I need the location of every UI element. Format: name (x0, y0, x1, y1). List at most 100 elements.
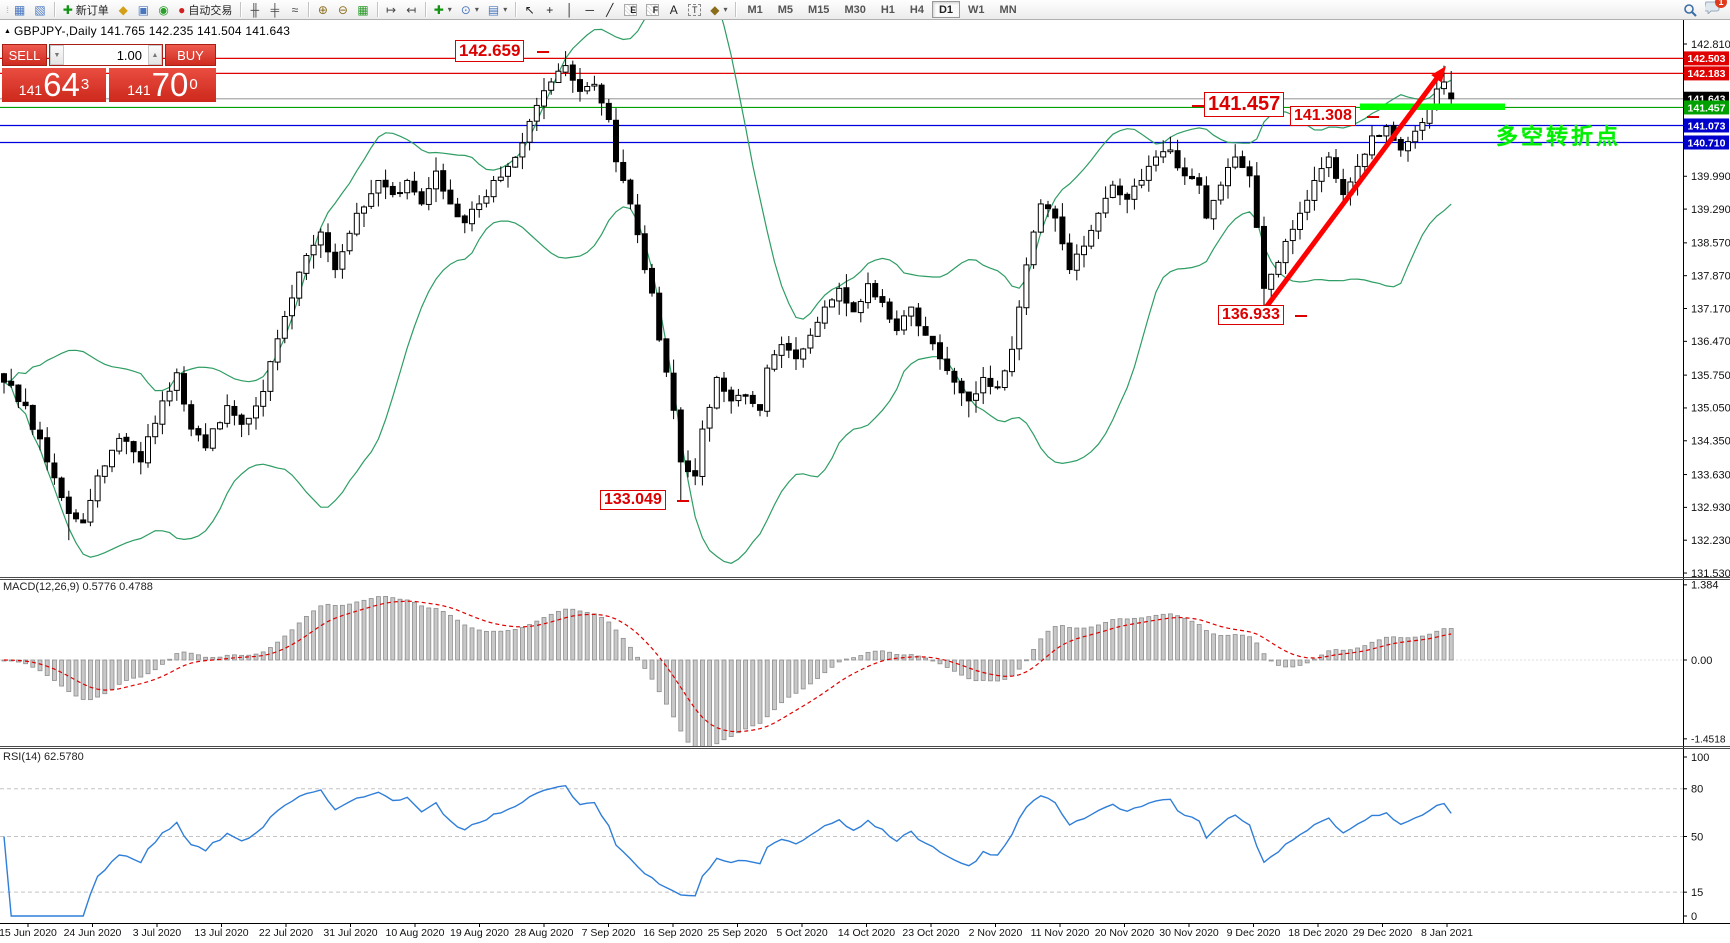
timeframe-h1-button[interactable]: H1 (880, 3, 895, 16)
svg-text:137.170: 137.170 (1691, 303, 1730, 315)
trendline-button[interactable]: ╱ (600, 1, 619, 18)
price-annotation-label[interactable]: 141.308 (1290, 106, 1356, 127)
date-tick-label: 25 Sep 2020 (707, 927, 768, 939)
date-tick-label: 22 Jul 2020 (258, 927, 314, 939)
rsi-panel (3, 784, 1452, 917)
new-chart-icon: ✚ (433, 2, 444, 17)
sell-price-pips: 64 (43, 66, 80, 103)
timeframe-d1-button[interactable]: D1 (931, 1, 961, 18)
date-tick-label: 20 Nov 2020 (1094, 927, 1155, 939)
svg-text:139.290: 139.290 (1691, 204, 1730, 216)
bollinger-upper-band (3, 20, 1452, 392)
charts-line-button[interactable]: ≈ (285, 1, 304, 18)
svg-text:134.350: 134.350 (1691, 436, 1730, 448)
support-zone-bar (1360, 103, 1505, 110)
svg-text:50: 50 (1691, 831, 1703, 843)
bollinger-lower-band (3, 203, 1452, 564)
auto-scroll-button[interactable]: ↦ (382, 1, 401, 18)
signals-button[interactable]: ◉ (154, 1, 173, 18)
timeframe-w1-button[interactable]: W1 (968, 3, 985, 16)
svg-text:141.073: 141.073 (1688, 120, 1726, 132)
svg-text:132.930: 132.930 (1691, 502, 1730, 514)
price-annotation-label[interactable]: 141.457 (1204, 92, 1285, 117)
date-tick-label: 24 Jun 2020 (63, 927, 122, 939)
date-axis[interactable]: 15 Jun 2020 24 Jun 2020 3 Jul 2020 13 Jul 2… (0, 925, 1683, 943)
charts-bar-button[interactable]: ╫ (245, 1, 264, 18)
svg-text:142.810: 142.810 (1691, 39, 1730, 51)
sell-price-fraction: 3 (80, 76, 90, 93)
templates-button[interactable]: ▤ ▾ (484, 1, 511, 18)
chevron-down-icon: ▾ (503, 5, 508, 14)
date-tick-label: 29 Dec 2020 (1352, 927, 1413, 939)
timeframe-m15-button[interactable]: M15 (808, 3, 830, 16)
equidistant-channel-button[interactable]: E (620, 1, 641, 18)
crosshair-button[interactable]: + (540, 1, 559, 18)
chevron-down-icon: ▾ (447, 5, 452, 14)
sell-price-display[interactable]: 141 64 3 (2, 68, 106, 102)
candles (1, 51, 1455, 541)
timeframe-h4-button[interactable]: H4 (909, 3, 924, 16)
date-tick-label: 18 Dec 2020 (1288, 927, 1348, 939)
tile-windows-button[interactable]: ▦ (353, 1, 372, 18)
timeframe-m1-button[interactable]: M1 (747, 3, 763, 16)
chevron-down-icon: ▾ (474, 5, 479, 14)
chart-shift-button[interactable]: ↤ (402, 1, 421, 18)
svg-text:136.470: 136.470 (1691, 336, 1730, 348)
macd-panel (1, 595, 1454, 746)
sell-button[interactable]: SELL (2, 44, 47, 66)
price-annotation-label[interactable]: 136.933 (1218, 305, 1284, 326)
chart-profiles-button[interactable]: ▧ (30, 1, 49, 18)
cursor-button[interactable]: ↖ (520, 1, 539, 18)
buy-price-main: 141 (127, 81, 151, 98)
date-tick-label: 13 Jul 2020 (194, 927, 249, 939)
notifications-button[interactable]: 1 (1703, 0, 1727, 19)
svg-text:142.183: 142.183 (1688, 68, 1726, 80)
svg-text:135.750: 135.750 (1691, 370, 1730, 382)
arrows-tool-button[interactable]: ◆ ▾ (706, 1, 731, 18)
trend-arrow-head (1431, 66, 1446, 83)
search-icon[interactable] (1683, 3, 1697, 17)
timeframe-m30-button[interactable]: M30 (844, 3, 866, 16)
date-tick-label: 8 Jan 2021 (1421, 927, 1473, 939)
new-order-button[interactable]: ✚ 新订单 (59, 1, 113, 18)
charts-candle-button[interactable]: ╪ (265, 1, 284, 18)
new-chart-button[interactable]: ✚ ▾ (430, 1, 456, 18)
horizontal-line-icon: ─ (585, 2, 594, 17)
tile-windows-icon: ▦ (357, 2, 369, 17)
price-annotation-label[interactable]: 133.049 (600, 490, 666, 511)
timeframe-m5-button[interactable]: M5 (777, 3, 794, 16)
buy-price-display[interactable]: 141 70 0 (109, 68, 216, 102)
annotation-connector (1295, 315, 1308, 318)
toolbar-drag-handle: ⁞⁞ (6, 4, 9, 15)
price-axis[interactable]: 142.810 139.990 139.290 138.570 137.870 137.1… (1683, 39, 1730, 923)
volume-decrease-button[interactable]: ▼ (50, 45, 64, 65)
svg-text:-1.4518: -1.4518 (1691, 735, 1726, 746)
notification-count-badge: 1 (1715, 0, 1727, 8)
metaeditor-button[interactable]: ◆ (114, 1, 133, 18)
volume-input[interactable]: 1.00 (116, 47, 142, 63)
text-tool-button[interactable]: A (664, 1, 683, 18)
toolbar-separator (53, 2, 55, 17)
svg-text:131.530: 131.530 (1691, 568, 1730, 580)
periods-button[interactable]: ⊙ ▾ (457, 1, 483, 18)
buy-button[interactable]: BUY (165, 44, 216, 66)
zoom-in-button[interactable]: ⊕ (313, 1, 332, 18)
market-watch-icon: ▣ (137, 2, 150, 17)
autotrading-button[interactable]: ● 自动交易 (174, 1, 236, 18)
fibonacci-retracement-icon: F (646, 3, 660, 16)
horizontal-line-button[interactable]: ─ (580, 1, 599, 18)
zoom-out-button[interactable]: ⊖ (333, 1, 352, 18)
vertical-line-button[interactable]: │ (560, 1, 579, 18)
volume-increase-button[interactable]: ▲ (148, 45, 162, 65)
price-annotation-label[interactable]: 142.659 (455, 40, 525, 62)
new-chart-window-button[interactable]: ▦ (10, 1, 29, 18)
svg-text:80: 80 (1691, 784, 1703, 796)
market-watch-button[interactable]: ▣ (134, 1, 153, 18)
date-tick-label: 28 Aug 2020 (514, 927, 574, 939)
fibonacci-retracement-button[interactable]: F (642, 1, 663, 18)
toolbar-separator (376, 2, 378, 17)
symbol-marker-icon: ▲ (4, 28, 11, 35)
timeframe-mn-button[interactable]: MN (999, 3, 1017, 16)
text-label-button[interactable]: T (684, 1, 705, 18)
svg-text:137.870: 137.870 (1691, 270, 1730, 282)
